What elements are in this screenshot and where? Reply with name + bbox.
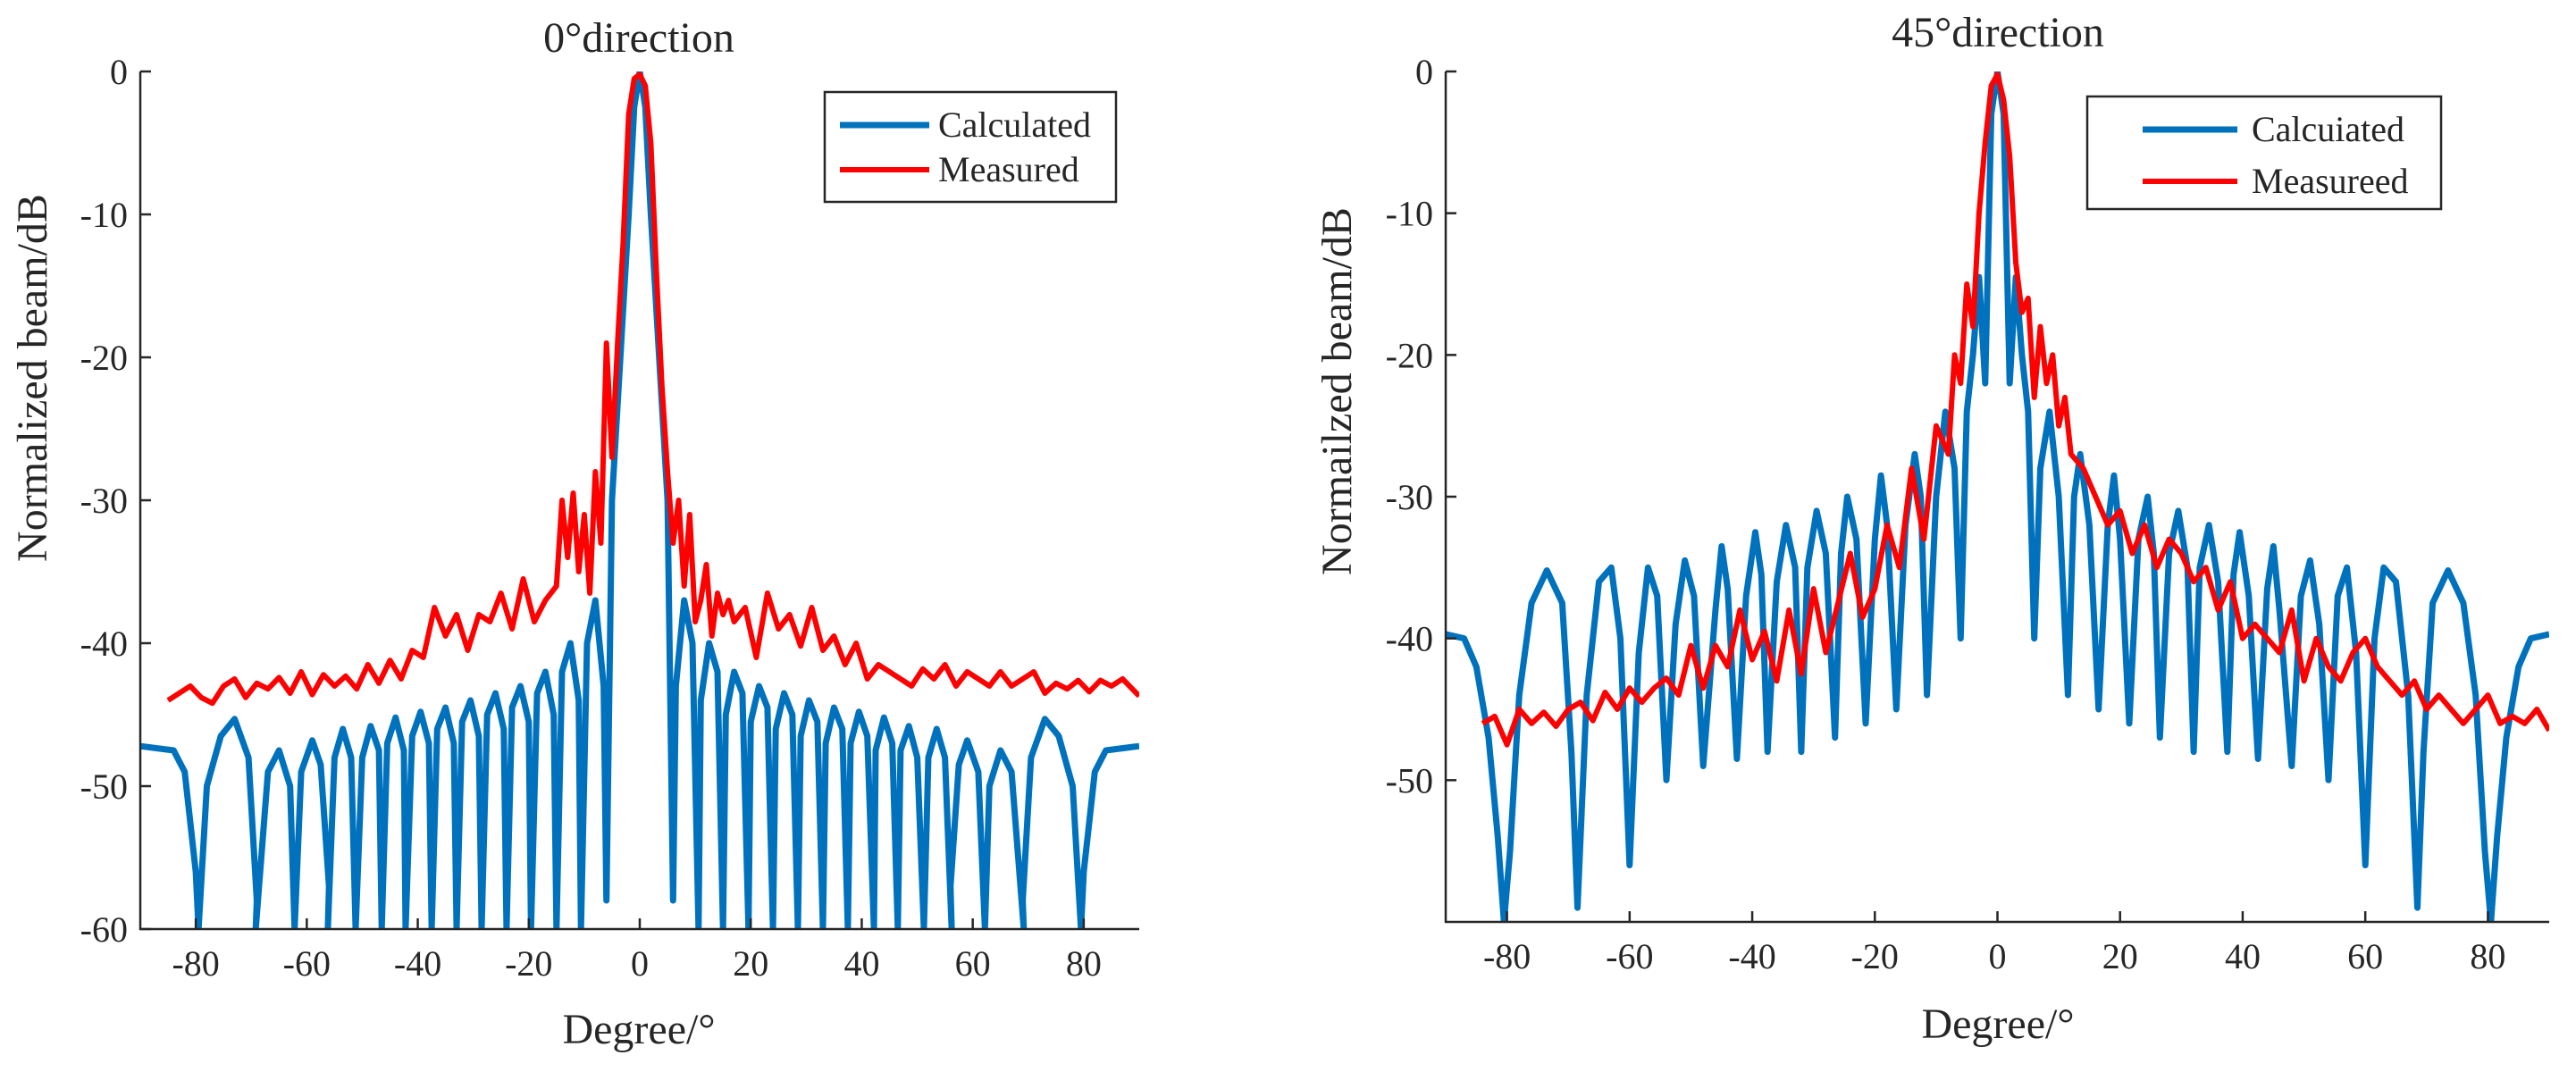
x-tick-label: -60 [283, 943, 331, 984]
y-tick-label: -10 [1386, 194, 1433, 234]
legend-label-measured: Measureed [2252, 161, 2408, 201]
plot-area: -80 -60 -40 -20 0 20 40 60 80 0 -10 -20 -30 -40 -50 [1386, 52, 2549, 976]
y-tick-label: -10 [80, 195, 128, 235]
legend-box [2085, 95, 2443, 211]
y-tick-label: -20 [1386, 335, 1433, 375]
x-tick-label: -20 [505, 943, 552, 984]
legend: Calculated Measured [823, 90, 1118, 204]
x-tick-label: 40 [2225, 936, 2261, 976]
y-axis-title: Normalized beam/dB [9, 194, 56, 562]
legend-label-measured: Measured [938, 149, 1079, 189]
plot-area: -80 -60 -40 -20 0 20 40 60 80 0 -10 -20 -30 -40 -50 -60 [80, 52, 1139, 984]
legend-label-calculated: Calculated [938, 105, 1091, 145]
legend: Calcuiated Measureed [2085, 95, 2443, 211]
series-line-measured [166, 71, 1139, 707]
y-tick-label: -40 [1386, 619, 1433, 659]
chart-45deg: 45°direction Normailzed beam/dB Degree/°… [1313, 9, 2549, 1048]
x-tick-label: -40 [1728, 936, 1775, 976]
x-tick-label: 80 [1066, 943, 1102, 984]
x-tick-label: -40 [394, 943, 441, 984]
x-tick-label: 20 [733, 943, 768, 984]
chart-title: 45°direction [1892, 9, 2104, 56]
y-tick-label: 0 [1415, 52, 1433, 92]
x-tick-label: -60 [1606, 936, 1653, 976]
series-line-calculated [140, 71, 1139, 929]
chart-title: 0°direction [543, 14, 734, 62]
y-tick-label: -60 [80, 909, 128, 950]
x-tick-label: 80 [2470, 936, 2505, 976]
y-axis-title: Normailzed beam/dB [1313, 207, 1361, 575]
series-line-calcuiated [1446, 71, 2549, 922]
x-axis-title: Degree/° [1921, 1001, 2074, 1048]
x-tick-label: 0 [631, 943, 649, 984]
y-tick-label: -30 [80, 481, 128, 521]
y-tick-label: -30 [1386, 477, 1433, 517]
series-line-measureed [1481, 71, 2549, 748]
x-tick-label: -80 [1483, 936, 1531, 976]
x-tick-label: 60 [2347, 936, 2383, 976]
y-tick-label: -50 [1386, 760, 1433, 800]
y-tick-label: -40 [80, 624, 128, 664]
y-tick-label: -20 [80, 338, 128, 378]
x-tick-label: 40 [843, 943, 879, 984]
chart-0deg: 0°direction Normalized beam/dB Degree/° … [9, 14, 1139, 1053]
x-tick-label: -20 [1851, 936, 1899, 976]
legend-box [823, 90, 1118, 204]
x-tick-label: 60 [955, 943, 991, 984]
x-axis-title: Degree/° [562, 1006, 715, 1053]
x-tick-label: -80 [172, 943, 219, 984]
x-tick-label: 0 [1989, 936, 2007, 976]
legend-label-calculated: Calcuiated [2252, 109, 2404, 149]
x-tick-label: 20 [2102, 936, 2138, 976]
y-tick-label: -50 [80, 766, 128, 807]
y-tick-label: 0 [110, 52, 128, 92]
